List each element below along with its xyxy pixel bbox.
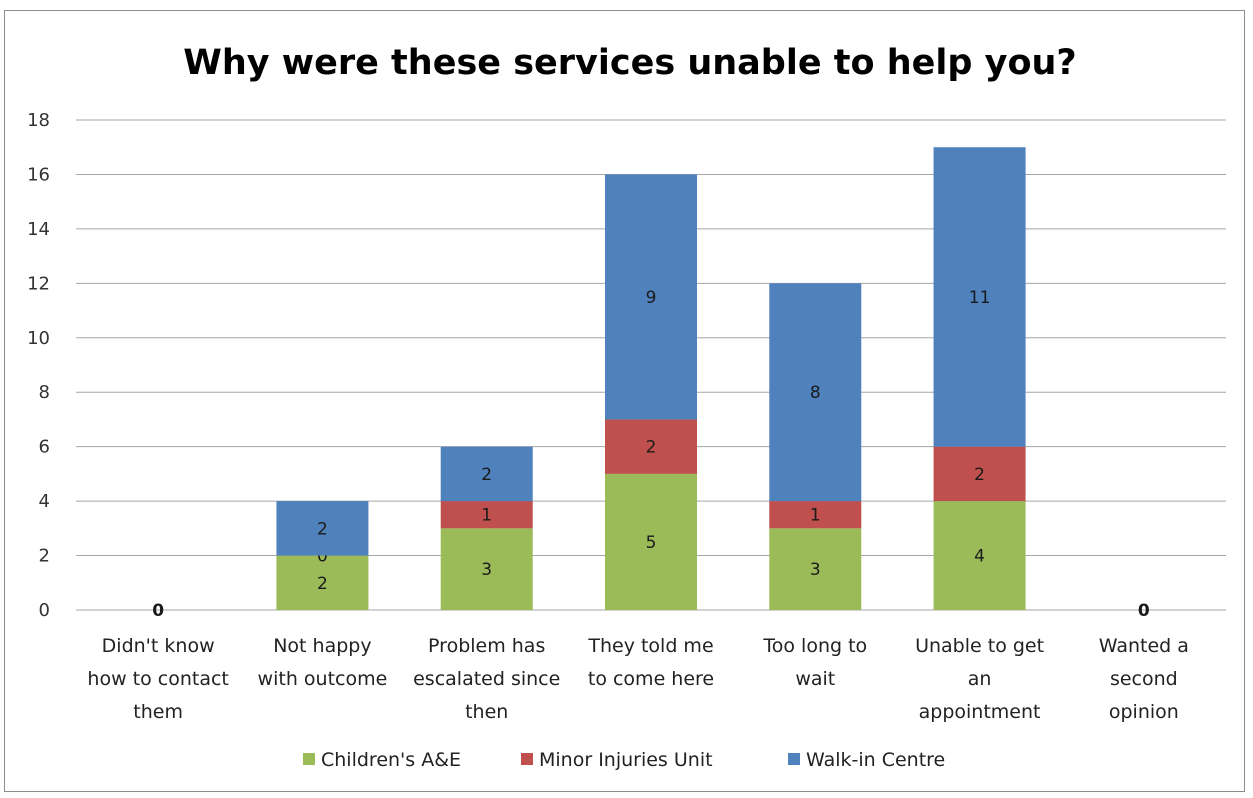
bar-segment [605, 473, 697, 610]
y-axis: 0 2 4 6 8 10 12 14 16 18 [27, 110, 50, 621]
legend-swatch [303, 753, 315, 765]
legend-swatch [788, 753, 800, 765]
bar-segment [440, 528, 533, 610]
data-label: 11 [969, 288, 991, 308]
y-tick-label: 10 [27, 328, 50, 349]
data-label: 1 [810, 506, 821, 526]
y-tick-label: 2 [39, 546, 50, 567]
y-tick-label: 8 [39, 382, 50, 403]
x-tick-label: second [1110, 668, 1178, 690]
bar-segment [933, 147, 1026, 447]
bar-segment [440, 501, 533, 529]
y-tick-label: 14 [27, 219, 50, 240]
data-label: 2 [317, 519, 328, 539]
bar-segment [933, 446, 1026, 502]
zero-data-label: 0 [1138, 601, 1150, 621]
chart-title: Why were these services unable to help y… [183, 43, 1076, 83]
x-tick-label: appointment [919, 701, 1041, 723]
x-tick-label: opinion [1109, 701, 1179, 723]
x-tick-label: They told me [587, 635, 713, 657]
x-tick-label: then [465, 701, 508, 723]
x-tick-label: with outcome [258, 668, 388, 690]
x-tick-label: an [968, 668, 992, 690]
data-label: 4 [974, 547, 985, 567]
y-tick-label: 16 [27, 164, 50, 185]
x-tick-label: Didn't know [102, 635, 215, 657]
bar-segment [440, 446, 533, 502]
x-tick-label: Wanted a [1099, 635, 1189, 657]
data-label: 2 [481, 465, 492, 485]
bar-segment [605, 174, 697, 420]
y-tick-label: 6 [39, 437, 50, 458]
bar-segment [276, 555, 369, 610]
x-tick-label: to come here [588, 668, 714, 690]
y-tick-label: 0 [39, 600, 50, 621]
bar-segment [769, 501, 862, 529]
x-tick-label: escalated since [413, 668, 560, 690]
bars: 0 2 0 2 3 1 2 5 2 9 3 1 8 4 2 11 0 [152, 147, 1150, 621]
legend: Children's A&E Minor Injuries Unit Walk-in… [303, 749, 945, 771]
x-tick-label: them [133, 701, 183, 723]
bar-segment [769, 528, 862, 610]
x-tick-label: how to contact [87, 668, 228, 690]
zero-data-label: 0 [152, 601, 164, 621]
x-tick-label: Not happy [273, 635, 371, 657]
data-label: 8 [810, 383, 821, 403]
x-axis: Didn't know how to contact them Not happy wi… [87, 635, 1189, 723]
data-label: 5 [646, 533, 657, 553]
x-tick-label: wait [795, 668, 835, 690]
x-tick-label: Too long to [762, 635, 867, 657]
x-tick-label: Unable to get [915, 635, 1044, 657]
y-tick-label: 18 [27, 110, 50, 131]
legend-swatch [521, 753, 533, 765]
legend-entry: Walk-in Centre [806, 749, 945, 771]
data-label: 0 [317, 547, 328, 567]
bar-segment [605, 419, 697, 474]
bar-segment [276, 501, 369, 556]
y-tick-label: 12 [27, 273, 50, 294]
data-label: 3 [481, 560, 492, 580]
bar-segment [769, 283, 862, 502]
legend-entry: Minor Injuries Unit [539, 749, 713, 771]
data-label: 2 [974, 465, 985, 485]
x-tick-label: Problem has [428, 635, 545, 657]
data-label: 2 [646, 438, 657, 458]
data-label: 9 [646, 288, 657, 308]
y-tick-label: 4 [39, 491, 50, 512]
bar-segment [933, 501, 1026, 610]
data-label: 3 [810, 560, 821, 580]
data-label: 1 [481, 506, 492, 526]
data-label: 2 [317, 574, 328, 594]
legend-entry: Children's A&E [321, 749, 461, 771]
